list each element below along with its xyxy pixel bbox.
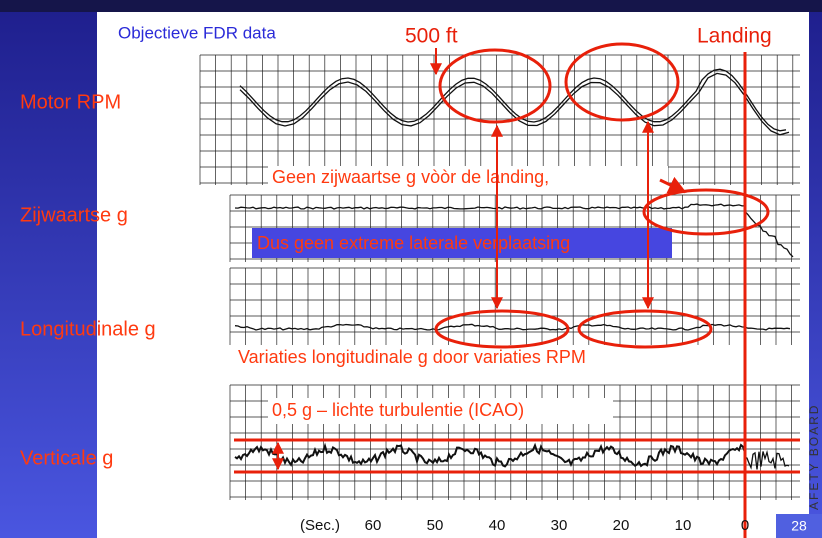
top-band	[0, 0, 822, 12]
axis-label: (Sec.)	[300, 517, 340, 534]
channel-label: Verticale g	[20, 447, 113, 469]
title: Objectieve FDR data	[118, 23, 276, 42]
axis-tick-label: 40	[489, 517, 506, 534]
annotation: Variaties longitudinale g door variaties…	[238, 347, 586, 367]
axis-tick-label: 10	[675, 517, 692, 534]
channel-label: Motor RPM	[20, 91, 121, 113]
axis-tick-label: 50	[427, 517, 444, 534]
watermark: AFETY BOARD	[807, 404, 821, 510]
annotation: 0,5 g – lichte turbulentie (ICAO)	[272, 400, 524, 420]
annotation: Dus geen extreme laterale verplaatsing	[257, 233, 570, 253]
annotation: Geen zijwaartse g vòòr de landing,	[272, 167, 549, 187]
page: Objectieve FDR data 500 ft Landing Motor…	[0, 0, 822, 538]
axis-tick-label: 60	[365, 517, 382, 534]
channel-label: Longitudinale g	[20, 318, 156, 340]
page-number: 28	[791, 518, 807, 534]
slide: Objectieve FDR data 500 ft Landing Motor…	[0, 0, 822, 538]
axis-tick-label: 0	[741, 517, 749, 534]
marker-landing: Landing	[697, 25, 772, 48]
channel-label: Zijwaartse g	[20, 204, 128, 226]
axis-tick-label: 20	[613, 517, 630, 534]
marker-altitude: 500 ft	[405, 25, 458, 48]
axis-tick-label: 30	[551, 517, 568, 534]
